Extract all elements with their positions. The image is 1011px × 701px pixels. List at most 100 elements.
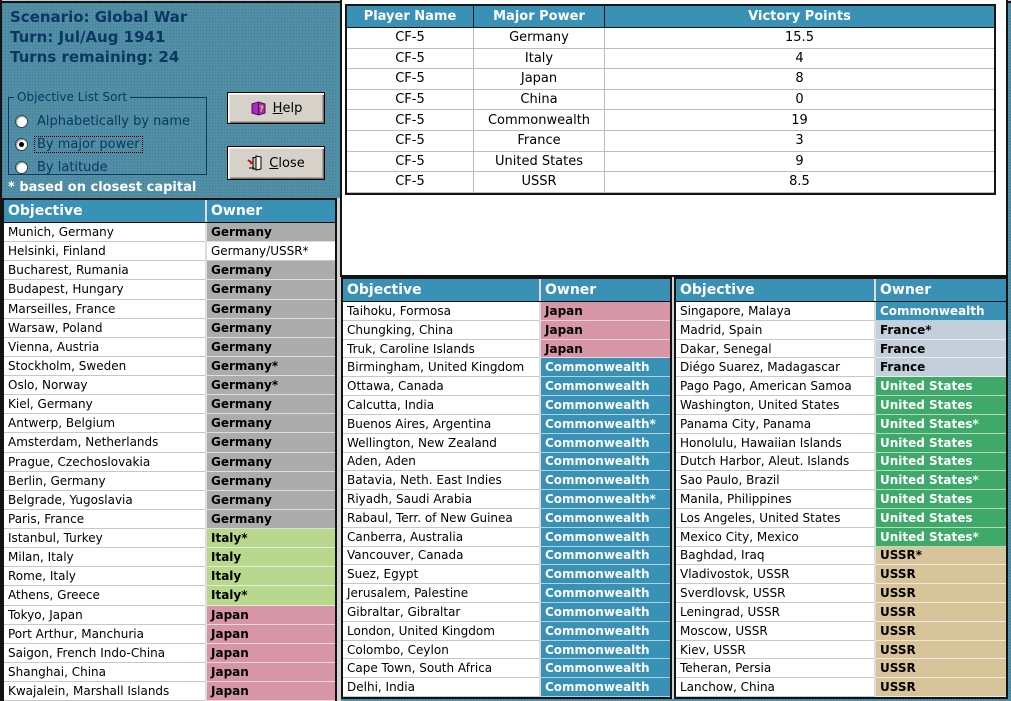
help-button[interactable]: ? Help (227, 92, 325, 124)
objective-row: Chungking, China Japan (343, 320, 670, 340)
objective-table-header: Objective Owner (4, 200, 335, 223)
owner-cell: Japan (539, 320, 670, 340)
objective-row: Stockholm, Sweden Germany* (4, 356, 335, 376)
owner-cell: France* (874, 320, 1006, 340)
owner-cell: Commonwealth (539, 603, 670, 622)
sort-option[interactable]: By latitude (15, 156, 204, 179)
owner-cell: United States (874, 452, 1006, 472)
objective-name-cell: Sao Paulo, Brazil (676, 471, 874, 491)
owner-cell: United States* (874, 471, 1006, 491)
objective-name-cell: Aden, Aden (343, 452, 539, 472)
objective-name-cell: Diégo Suarez, Madagascar (676, 358, 874, 378)
objective-row: Aden, Aden Commonwealth (343, 452, 670, 472)
player-cell: CF-5 (347, 130, 474, 152)
objective-name-cell: Rabaul, Terr. of New Guinea (343, 508, 539, 528)
owner-cell: Commonwealth* (539, 490, 670, 509)
player-cell: USSR (474, 172, 605, 193)
objective-row: Taihoku, Formosa Japan (343, 302, 670, 321)
objective-name-cell: Washington, United States (676, 396, 874, 415)
close-door-icon (247, 155, 263, 171)
objective-name-cell: Lanchow, China (676, 678, 874, 698)
objective-name-cell: Teheran, Persia (676, 659, 874, 679)
objective-name-cell: Warsaw, Poland (4, 318, 205, 338)
objective-row: Los Angeles, United States United States (676, 508, 1006, 528)
objective-row: Shanghai, China Japan (4, 662, 335, 682)
objective-name-cell: Marseilles, France (4, 299, 205, 319)
help-button-label: Help (272, 100, 303, 116)
owner-cell: Japan (205, 643, 335, 663)
player-cell: 3 (605, 130, 994, 152)
objective-name-cell: Vienna, Austria (4, 337, 205, 357)
objective-row: Bucharest, Rumania Germany (4, 261, 335, 281)
objective-row: Honolulu, Hawaiian Islands United States (676, 433, 1006, 453)
objective-table-pacific-commonwealth: Objective Owner Taihoku, Formosa Japan Chu… (341, 277, 672, 699)
players-table-body: CF-5 Germany 15.5 CF-5 Italy 4 CF-5 Japan 8 CF-5 C… (347, 28, 994, 193)
radio-button-icon[interactable] (15, 115, 28, 128)
owner-cell: Japan (205, 662, 335, 682)
objective-name-cell: Mexico City, Mexico (676, 527, 874, 547)
objective-row: Madrid, Spain France* (676, 320, 1006, 340)
player-row: CF-5 Germany 15.5 (347, 28, 994, 49)
radio-button-icon[interactable] (15, 138, 28, 151)
objective-name-cell: Wellington, New Zealand (343, 433, 539, 453)
objective-table-body: Taihoku, Formosa Japan Chungking, China Jap… (343, 302, 670, 698)
objective-name-cell: Prague, Czechoslovakia (4, 452, 205, 472)
scenario-info: Scenario: Global War Turn: Jul/Aug 1941 … (10, 7, 187, 67)
owner-cell: Italy (205, 567, 335, 587)
objective-row: Kwajalein, Marshall Islands Japan (4, 682, 335, 701)
owner-cell: Commonwealth (539, 527, 670, 547)
objective-row: Pago Pago, American Samoa United States (676, 377, 1006, 397)
sort-option-label: By major power (34, 136, 143, 153)
player-cell: Commonwealth (474, 110, 605, 131)
owner-cell: Italy* (205, 586, 335, 606)
player-cell: CF-5 (347, 89, 474, 111)
sort-option[interactable]: Alphabetically by name (15, 110, 204, 133)
objective-name-cell: Vladivostok, USSR (676, 565, 874, 585)
objective-name-cell: Stockholm, Sweden (4, 356, 205, 376)
radio-button-icon[interactable] (15, 161, 28, 174)
player-row: CF-5 Japan 8 (347, 69, 994, 90)
objective-row: Wellington, New Zealand Commonwealth (343, 433, 670, 453)
owner-cell: United States (874, 377, 1006, 397)
window-left-edge (0, 0, 2, 701)
objective-row: Leningrad, USSR USSR (676, 603, 1006, 622)
owner-cell: Commonwealth (539, 433, 670, 453)
objective-row: Port Arthur, Manchuria Japan (4, 624, 335, 644)
objective-name-cell: Helsinki, Finland (4, 242, 205, 262)
groupbox-label: Objective List Sort (14, 90, 131, 104)
players-header-victory-points: Victory Points (605, 6, 994, 28)
owner-cell: Commonwealth (539, 584, 670, 603)
owner-cell: Commonwealth* (539, 414, 670, 434)
objective-row: Vienna, Austria Germany (4, 337, 335, 357)
objective-name-cell: Buenos Aires, Argentina (343, 414, 539, 434)
sort-option[interactable]: By major power (15, 133, 204, 156)
player-row: CF-5 USSR 8.5 (347, 172, 994, 193)
objective-name-cell: Rome, Italy (4, 567, 205, 587)
objective-row: Oslo, Norway Germany* (4, 376, 335, 396)
objective-name-cell: Kiev, USSR (676, 640, 874, 660)
objective-row: Dakar, Senegal France (676, 339, 1006, 359)
objective-name-cell: Moscow, USSR (676, 621, 874, 641)
scenario-turns-remaining: Turns remaining: 24 (10, 48, 180, 66)
objective-row: Dutch Harbor, Aleut. Islands United State… (676, 452, 1006, 472)
objective-row: Milan, Italy Italy (4, 548, 335, 568)
player-row: CF-5 Commonwealth 19 (347, 110, 994, 131)
objective-header-label: Objective (8, 203, 83, 219)
objective-row: Batavia, Neth. East Indies Commonwealth (343, 471, 670, 491)
objective-name-cell: Riyadh, Saudi Arabia (343, 490, 539, 509)
objective-row: Sao Paulo, Brazil United States* (676, 471, 1006, 491)
objective-row: Teheran, Persia USSR (676, 659, 1006, 679)
objective-row: Paris, France Germany (4, 509, 335, 529)
objective-row: Tokyo, Japan Japan (4, 605, 335, 625)
close-button[interactable]: Close (227, 146, 325, 180)
objective-row: Baghdad, Iraq USSR* (676, 546, 1006, 566)
player-cell: 15.5 (605, 28, 994, 49)
owner-cell: Japan (205, 624, 335, 644)
objective-row: Saigon, French Indo-China Japan (4, 643, 335, 663)
players-header-major-power: Major Power (474, 6, 605, 28)
objective-row: Lanchow, China USSR (676, 678, 1006, 698)
objective-name-cell: Dutch Harbor, Aleut. Islands (676, 452, 874, 472)
objective-row: London, United Kingdom Commonwealth (343, 621, 670, 641)
objective-row: Belgrade, Yugoslavia Germany (4, 490, 335, 510)
owner-cell: Germany (205, 337, 335, 357)
